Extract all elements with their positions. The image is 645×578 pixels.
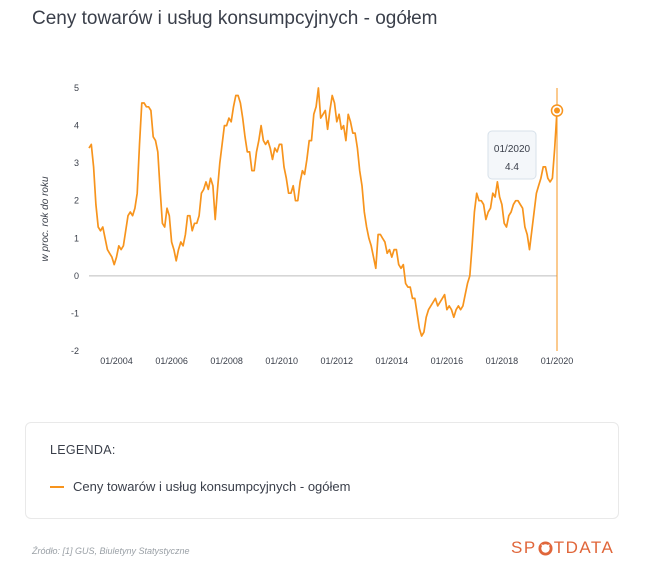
legend-title: LEGENDA: xyxy=(50,443,116,457)
tooltip-box xyxy=(487,130,537,180)
x-tick-label: 01/2018 xyxy=(486,356,519,366)
y-tick-label: -2 xyxy=(71,346,79,356)
legend-swatch xyxy=(50,485,64,488)
y-tick-label: 2 xyxy=(74,196,79,206)
y-tick-label: 1 xyxy=(74,233,79,243)
tooltip-date: 01/2020 xyxy=(494,144,531,155)
x-tick-label: 01/2014 xyxy=(376,356,409,366)
x-tick-label: 01/2008 xyxy=(210,356,243,366)
x-tick-label: 01/2012 xyxy=(320,356,353,366)
x-tick-label: 01/2020 xyxy=(541,356,574,366)
series-layer xyxy=(88,87,564,351)
y-tick-label: 3 xyxy=(74,158,79,168)
x-tick-label: 01/2010 xyxy=(265,356,298,366)
y-tick-label: -1 xyxy=(71,308,79,318)
y-axis-label: w proc. rok do roku xyxy=(40,176,51,261)
y-tick-label: 4 xyxy=(74,121,79,131)
series-line[interactable] xyxy=(88,87,558,337)
lifebuoy-icon xyxy=(538,540,553,556)
hover-marker-dot xyxy=(554,107,560,114)
chart-title: Ceny towarów i usług konsumpcyjnych - og… xyxy=(32,8,438,29)
brand-text-right: TDATA xyxy=(553,538,615,557)
y-tick-label: 0 xyxy=(74,271,79,281)
x-tick-label: 01/2006 xyxy=(155,356,188,366)
brand-text-left: SP xyxy=(511,538,537,557)
y-tick-label: 5 xyxy=(74,83,79,93)
legend-item[interactable]: Ceny towarów i usług konsumpcyjnych - og… xyxy=(50,479,350,494)
x-tick-label: 01/2004 xyxy=(100,356,133,366)
tooltip: 01/2020 4.4 xyxy=(487,130,537,180)
axes: 5 4 3 2 1 0 -1 -2 01/2004 01/2006 01/2008 01/2010 01… xyxy=(71,83,573,366)
x-tick-label: 01/2016 xyxy=(431,356,464,366)
tooltip-value: 4.4 xyxy=(505,162,519,173)
line-chart: w proc. rok do roku 5 4 3 2 1 0 -1 -2 01/2004 01/… xyxy=(40,83,573,366)
brand-logo: SP TDATA xyxy=(511,538,614,558)
legend-item-label: Ceny towarów i usług konsumpcyjnych - og… xyxy=(73,479,351,494)
source-note: Źródło: [1] GUS, Biuletyny Statystyczne xyxy=(32,546,190,556)
legend: LEGENDA: Ceny towarów i usług konsumpcyj… xyxy=(25,422,619,519)
